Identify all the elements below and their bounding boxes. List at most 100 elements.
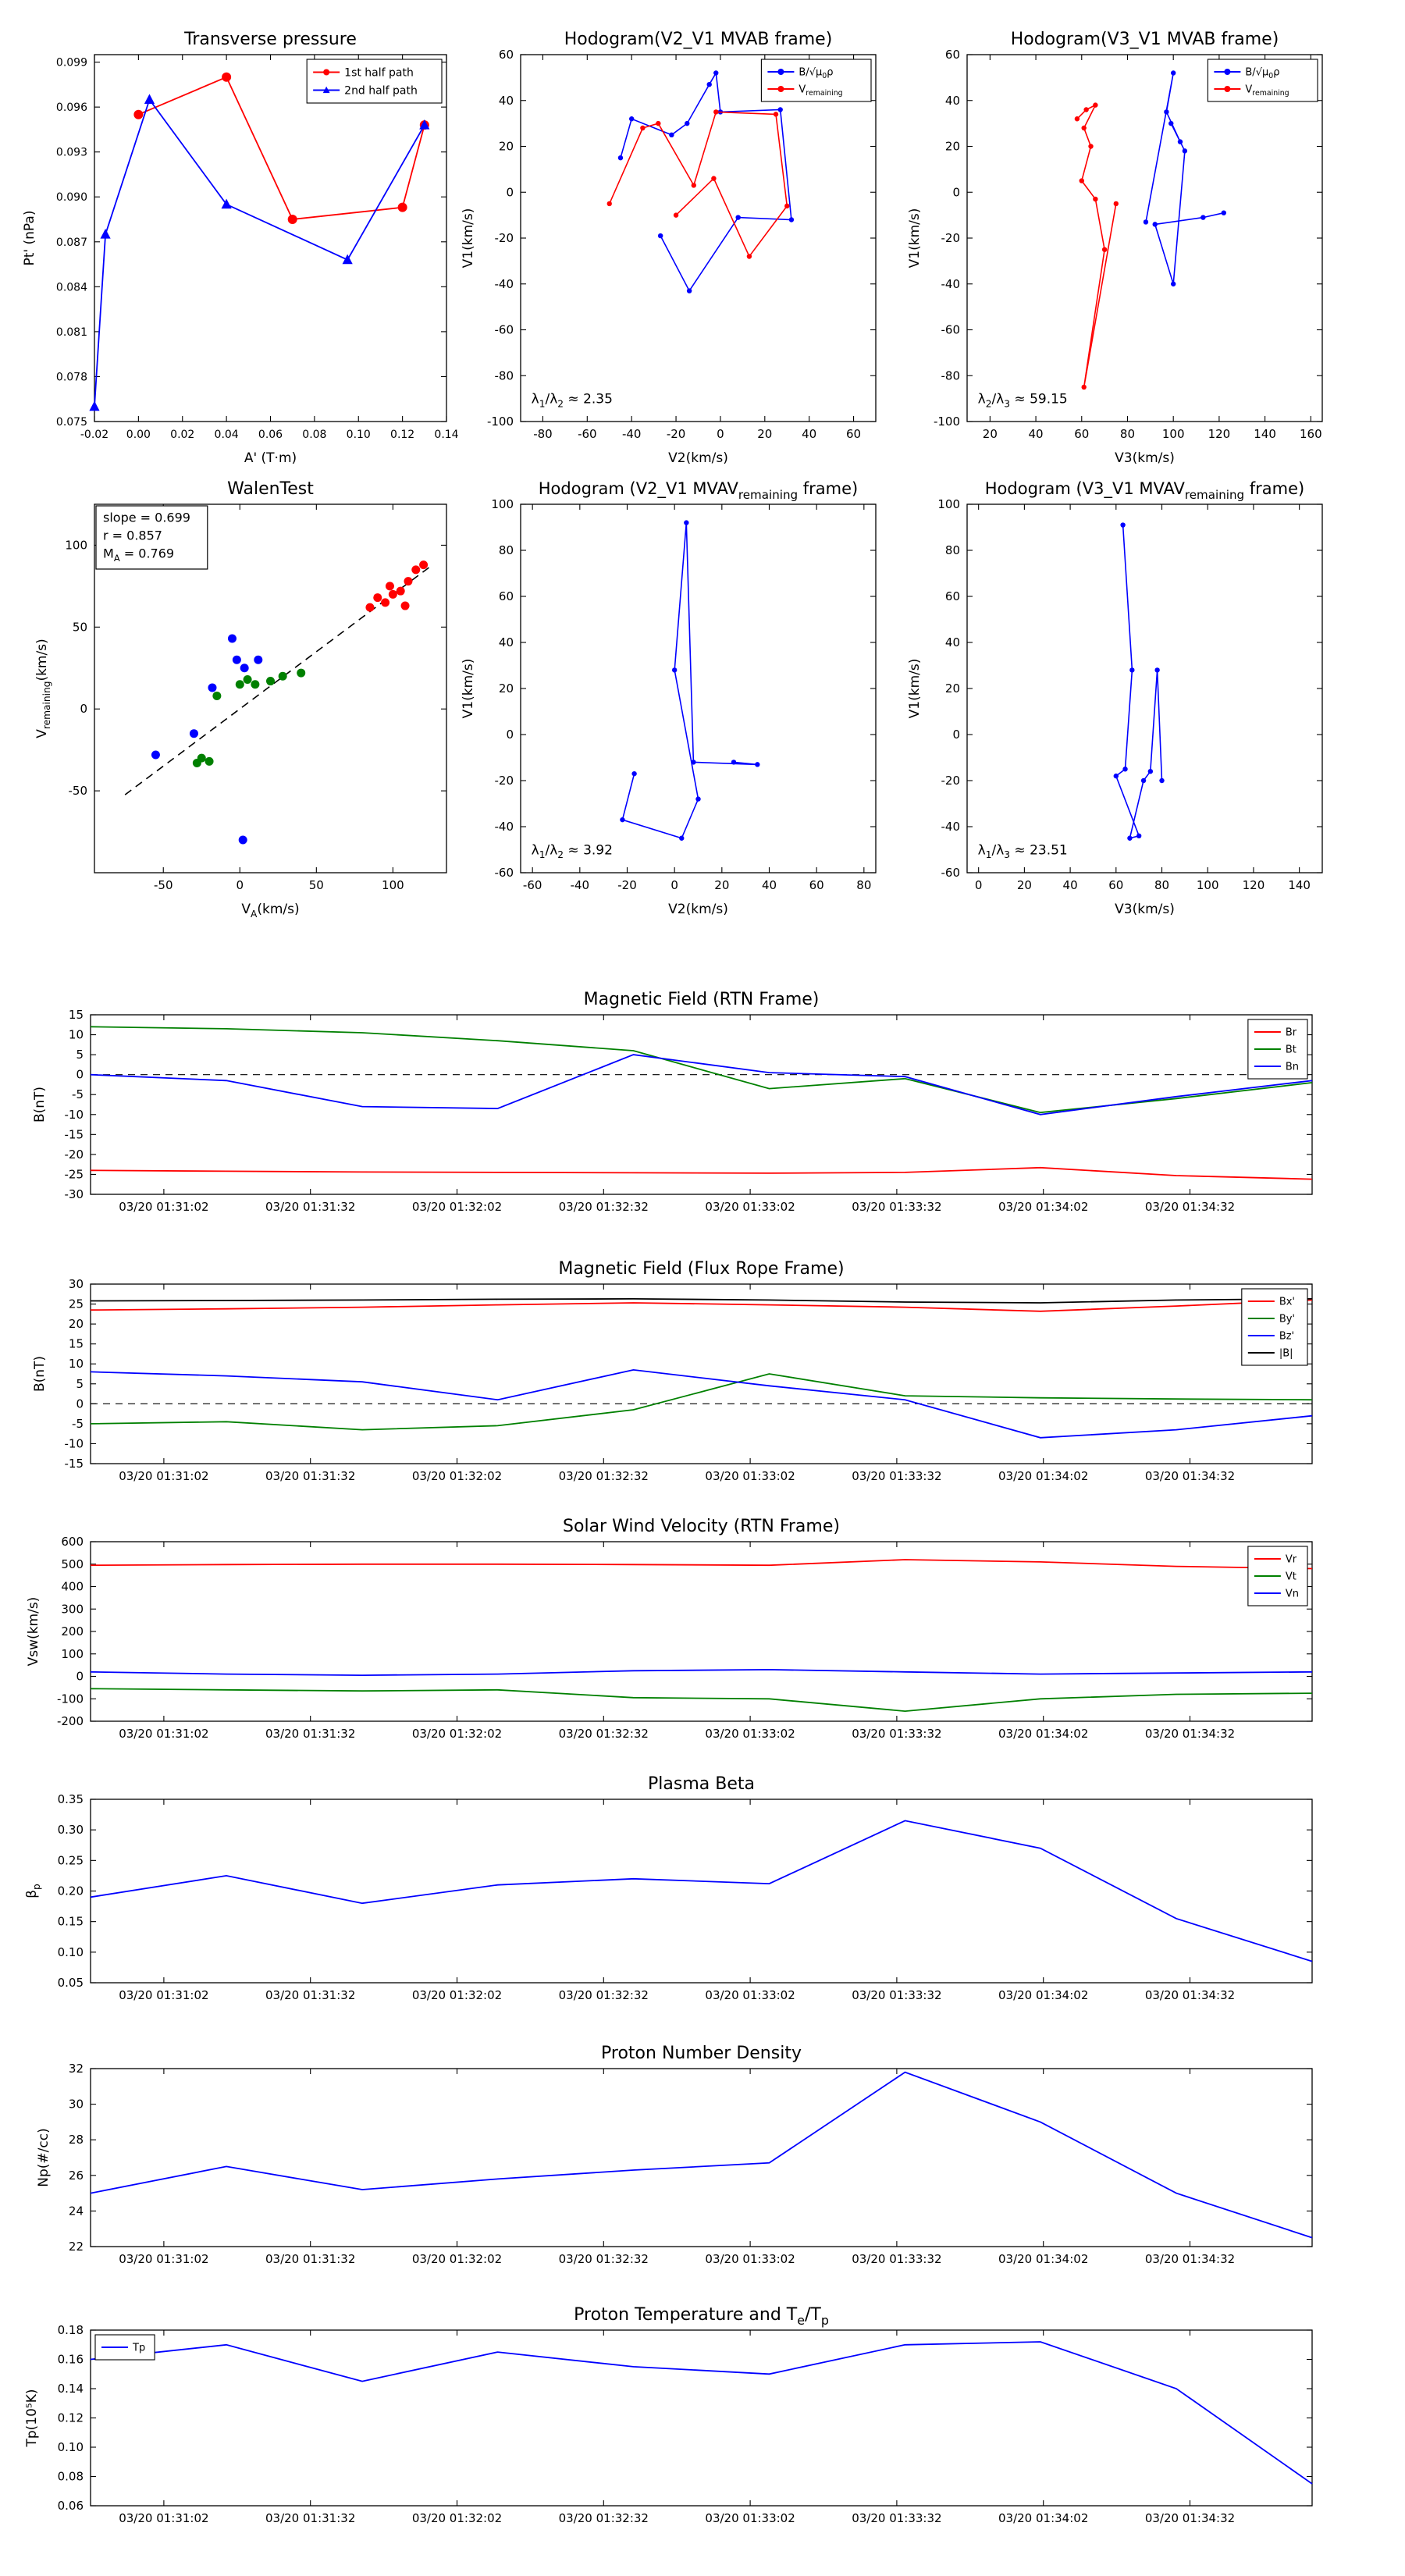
chart-walen-test: -50 0 50 100 -50 0 50 100 WalenTest VA(km/s) Vrema… <box>34 479 447 920</box>
y-tick-label: 0.30 <box>58 1823 84 1837</box>
marker-circle-v-remaining <box>746 254 752 259</box>
series-b-magnitude <box>90 1298 1313 1304</box>
marker-circle-v-remaining <box>1081 384 1087 390</box>
y-axis-label: Tp(10⁵K) <box>24 2389 40 2447</box>
y-tick-label: 0.15 <box>58 1915 84 1929</box>
marker-circle-b-over-sqrt-mu0-rho <box>628 116 635 122</box>
plot-area <box>90 2329 1313 2507</box>
marker-circle-b-over-sqrt-mu0-rho <box>777 107 783 112</box>
marker-circle-scatter-blue <box>254 655 263 664</box>
x-tick-label: 03/20 01:33:32 <box>852 1200 941 1214</box>
x-tick-label: 0.08 <box>302 429 326 441</box>
y-tick-label: -40 <box>495 820 514 834</box>
marker-circle-b-over-sqrt-mu0-rho <box>1170 281 1176 286</box>
y-tick-label: 0.10 <box>58 1945 84 1959</box>
marker-circle-b-over-sqrt-mu0-rho <box>1170 70 1176 76</box>
y-axis-label: V1(km/s) <box>907 659 923 719</box>
marker-circle-b-over-sqrt-mu0-rho <box>1164 109 1169 115</box>
y-tick-label: -15 <box>65 1127 84 1141</box>
chart-title: Proton Temperature and Te/Tp <box>574 2305 829 2328</box>
y-tick-label: 0 <box>506 185 514 199</box>
series-by-prime <box>90 1373 1313 1431</box>
x-tick-label: 0 <box>975 878 983 892</box>
x-tick-label: 03/20 01:34:32 <box>1145 2511 1235 2525</box>
marker-circle-v-remaining <box>1081 125 1087 131</box>
marker-circle-b-hodogram <box>671 667 678 673</box>
x-tick-label: 03/20 01:31:32 <box>265 1200 355 1214</box>
x-tick-label: 03/20 01:32:32 <box>559 1469 649 1483</box>
marker-circle-v-remaining <box>1093 102 1098 108</box>
marker-circle-scatter-green <box>297 668 306 678</box>
y-tick-label: -100 <box>487 415 514 429</box>
x-tick-label: 03/20 01:33:02 <box>705 1200 795 1214</box>
marker-circle-v-remaining <box>1088 144 1094 149</box>
y-tick-label: 0.087 <box>56 237 87 249</box>
marker-circle-b-over-sqrt-mu0-rho <box>1152 222 1158 227</box>
plot-area <box>90 1541 1313 1722</box>
x-tick-label: 60 <box>846 427 861 441</box>
legend-label: Vn <box>1286 1589 1299 1600</box>
legend-label: Bt <box>1286 1044 1297 1056</box>
chart-proton-number-density: 03/20 01:31:02 03/20 01:31:32 03/20 01:32:… <box>36 2044 1313 2266</box>
marker-circle-scatter-blue <box>208 683 217 692</box>
marker-circle-1st-half-path <box>397 202 407 212</box>
x-axis-label: V2(km/s) <box>668 902 728 917</box>
y-tick-label: 0 <box>506 728 514 742</box>
x-tick-label: 03/20 01:31:32 <box>265 1727 355 1741</box>
y-axis-label: Pt' (nPa) <box>22 211 37 266</box>
y-tick-label: 40 <box>499 635 514 649</box>
x-tick-label: 03/20 01:31:02 <box>119 1469 208 1483</box>
chart-hodogram-v3v1-mvab: 20 40 60 80 100 120 140 160 -100 -80 -60 -40 -20 0 20 4… <box>907 30 1323 466</box>
x-tick-label: 03/20 01:34:02 <box>998 1469 1088 1483</box>
marker-circle-scatter-red <box>411 565 421 575</box>
marker-circle-v-remaining <box>1093 196 1098 202</box>
x-tick-label: 03/20 01:33:32 <box>852 1727 941 1741</box>
marker-circle-v-remaining <box>656 120 661 126</box>
y-tick-label: 0.093 <box>56 147 87 159</box>
chart-title: Plasma Beta <box>648 1774 755 1794</box>
marker-circle-scatter-green <box>235 680 244 689</box>
marker-circle-scatter-red <box>388 589 397 599</box>
y-tick-label: 0.16 <box>58 2353 84 2367</box>
y-tick-label: -50 <box>69 784 88 798</box>
marker-triangle-2nd-half-path <box>221 198 232 209</box>
y-axis-label: V1(km/s) <box>461 208 476 269</box>
y-tick-label: 0 <box>76 1670 84 1684</box>
chart-title: Hodogram(V2_V1 MVAB frame) <box>564 30 833 49</box>
x-tick-label: 140 <box>1254 427 1276 441</box>
series-tp <box>90 2341 1313 2485</box>
x-tick-label: -0.02 <box>80 429 108 441</box>
x-tick-label: 03/20 01:32:02 <box>412 2252 502 2266</box>
marker-circle-legend <box>777 86 784 92</box>
plot-area <box>90 2068 1313 2247</box>
y-tick-label: 5 <box>76 1377 84 1391</box>
y-tick-label: 0.25 <box>58 1853 84 1867</box>
marker-circle-b-hodogram <box>1120 522 1126 528</box>
x-tick-label: 20 <box>983 427 998 441</box>
marker-circle-b-over-sqrt-mu0-rho <box>685 120 690 126</box>
marker-circle-scatter-green <box>205 756 214 766</box>
y-tick-label: -40 <box>941 277 961 291</box>
x-axis-label: A' (T·m) <box>244 450 297 466</box>
marker-circle-b-hodogram <box>1140 777 1147 784</box>
marker-circle-v-remaining <box>691 183 697 188</box>
x-tick-label: 03/20 01:32:02 <box>412 1469 502 1483</box>
series-bz-prime <box>90 1368 1313 1439</box>
stats-line: MA = 0.769 <box>103 546 174 564</box>
marker-circle-b-over-sqrt-mu0-rho <box>686 288 692 294</box>
series-bn <box>90 1054 1313 1115</box>
annotation: λ1/λ2 ≈ 3.92 <box>532 842 613 860</box>
marker-circle-scatter-green <box>212 691 222 700</box>
x-tick-label: -60 <box>523 878 542 892</box>
marker-circle-scatter-green <box>251 680 260 689</box>
x-tick-label: 03/20 01:34:02 <box>998 1727 1088 1741</box>
x-tick-label: 03/20 01:31:02 <box>119 2252 208 2266</box>
x-tick-label: 0 <box>670 878 678 892</box>
marker-circle-b-hodogram <box>631 770 637 777</box>
plot-area <box>90 1283 1313 1464</box>
x-tick-label: 60 <box>1108 878 1123 892</box>
y-tick-label: -5 <box>72 1087 84 1101</box>
y-tick-label: -15 <box>65 1457 84 1471</box>
x-tick-label: 03/20 01:32:02 <box>412 1727 502 1741</box>
y-tick-label: 0 <box>952 185 960 199</box>
